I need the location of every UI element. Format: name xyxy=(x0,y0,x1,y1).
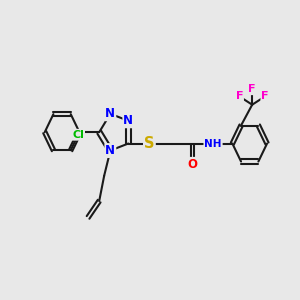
Text: NH: NH xyxy=(204,139,222,148)
Text: F: F xyxy=(248,84,256,94)
Text: N: N xyxy=(123,114,133,127)
Text: F: F xyxy=(236,92,243,101)
Text: Cl: Cl xyxy=(72,130,84,140)
Text: O: O xyxy=(188,158,198,171)
Text: N: N xyxy=(105,107,115,120)
Text: F: F xyxy=(261,92,269,101)
Text: N: N xyxy=(105,144,115,157)
Text: S: S xyxy=(144,136,155,151)
